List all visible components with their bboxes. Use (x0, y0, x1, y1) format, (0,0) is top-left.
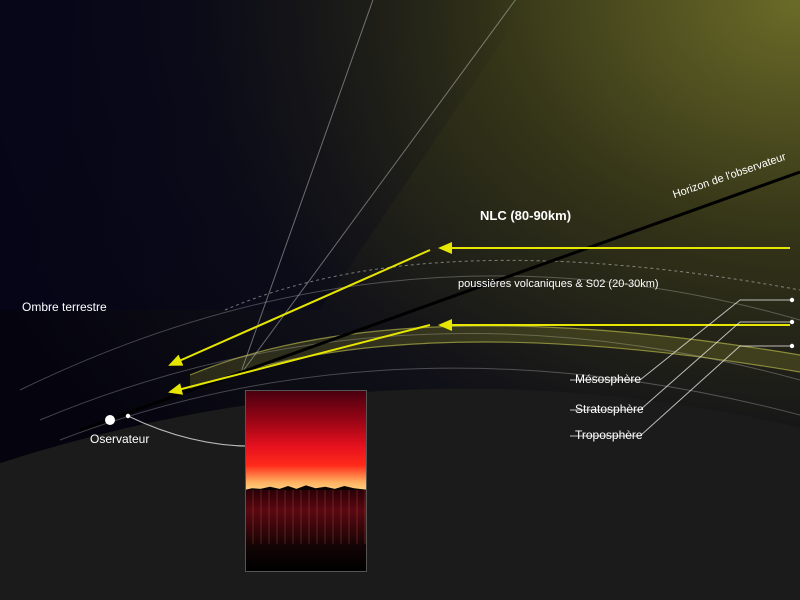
inset-photo-reflection (246, 490, 366, 544)
label-observer: Oservateur (90, 432, 149, 446)
label-stratosphere: Stratosphère (575, 402, 644, 416)
observer-dot (105, 415, 115, 425)
label-earth-shadow: Ombre terrestre (22, 300, 107, 314)
diagram-svg (0, 0, 800, 600)
label-volcanic: poussières volcaniques & S02 (20-30km) (458, 278, 659, 290)
label-troposphere: Troposphère (575, 428, 643, 442)
inset-photo (245, 390, 367, 572)
inset-photo-sky (246, 391, 366, 490)
label-nlc: NLC (80-90km) (480, 208, 571, 223)
diagram-stage: Ombre terrestre Oservateur Horizon de l'… (0, 0, 800, 600)
label-mesosphere: Mésosphère (575, 372, 641, 386)
